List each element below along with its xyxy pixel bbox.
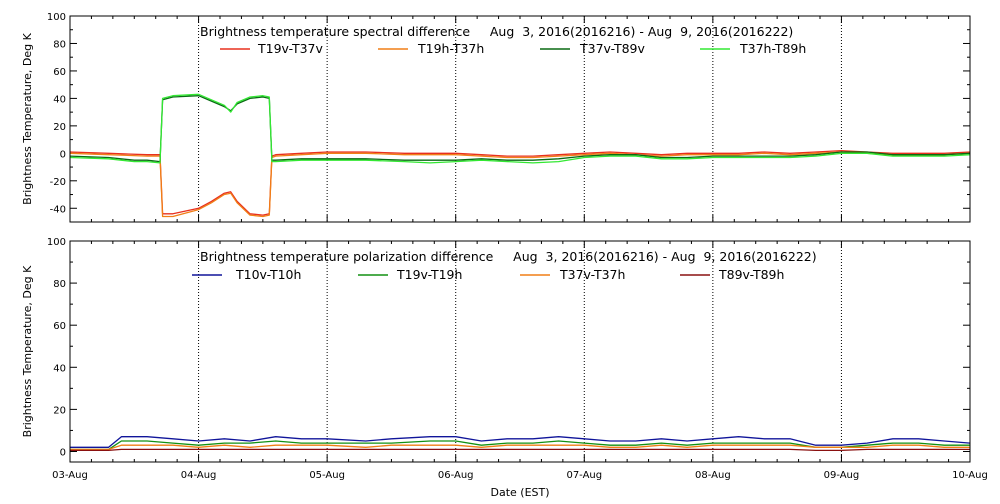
chart-title: Brightness temperature spectral differen… bbox=[200, 24, 793, 39]
legend-label: T37v-T37h bbox=[559, 267, 625, 282]
y-tick-label: 60 bbox=[53, 321, 66, 332]
series-line-t37v-t89v bbox=[69, 95, 971, 163]
y-tick-label: 40 bbox=[53, 94, 66, 105]
y-tick-label: 20 bbox=[53, 405, 66, 416]
legend-label: T10v-T10h bbox=[235, 267, 301, 282]
legend-label: T89v-T89h bbox=[718, 267, 784, 282]
series-line-t37v-t37h bbox=[70, 444, 970, 451]
polarization-difference-panel: 0 20 40 60 80 100 03-Aug 04-Aug 05-Aug 06-Aug 07-A… bbox=[21, 237, 988, 499]
y-tick-label: 80 bbox=[53, 279, 66, 290]
series-line-t19h-t37h bbox=[69, 151, 971, 218]
y-tick-label: 20 bbox=[53, 122, 66, 133]
chart-title: Brightness temperature polarization diff… bbox=[200, 249, 817, 264]
y-tick-label: 60 bbox=[53, 67, 66, 78]
y-axis-label: Brightness Temperature, Deg K bbox=[21, 265, 34, 437]
legend-label: T19v-T19h bbox=[396, 267, 462, 282]
x-tick-label: 04-Aug bbox=[181, 470, 217, 481]
y-tick-label: -40 bbox=[50, 204, 66, 215]
series-line-t37h-t89h bbox=[69, 93, 971, 164]
spectral-difference-panel: -40 -20 0 20 40 60 80 100 Brightness temperature… bbox=[21, 12, 971, 223]
plot-frame bbox=[69, 240, 971, 463]
legend-label: T37v-T89v bbox=[579, 41, 646, 56]
series-line-t89v-t89h bbox=[70, 448, 970, 452]
y-tick-label: 80 bbox=[53, 39, 66, 50]
legend-label: T19v-T37v bbox=[257, 41, 324, 56]
y-tick-label: 100 bbox=[47, 237, 66, 248]
x-tick-label: 05-Aug bbox=[309, 470, 345, 481]
x-tick-label: 07-Aug bbox=[566, 470, 602, 481]
y-tick-label: 0 bbox=[60, 447, 66, 458]
x-tick-label: 06-Aug bbox=[438, 470, 474, 481]
y-tick-label: 40 bbox=[53, 363, 66, 374]
x-tick-label: 09-Aug bbox=[824, 470, 860, 481]
x-tick-label: 03-Aug bbox=[52, 470, 88, 481]
x-tick-label: 10-Aug bbox=[952, 470, 988, 481]
series-line-t19v-t37v bbox=[69, 149, 971, 216]
y-axis-label: Brightness Temperature, Deg K bbox=[21, 32, 34, 204]
legend-label: T37h-T89h bbox=[739, 41, 806, 56]
y-tick-label: 0 bbox=[60, 149, 66, 160]
plot-frame bbox=[69, 15, 971, 223]
y-tick-label: -20 bbox=[50, 177, 66, 188]
series-line-t10v-t10h bbox=[70, 436, 971, 448]
legend-label: T19h-T37h bbox=[417, 41, 484, 56]
y-tick-label: 100 bbox=[47, 12, 66, 23]
x-axis-label: Date (EST) bbox=[490, 486, 549, 499]
x-tick-label: 08-Aug bbox=[695, 470, 731, 481]
